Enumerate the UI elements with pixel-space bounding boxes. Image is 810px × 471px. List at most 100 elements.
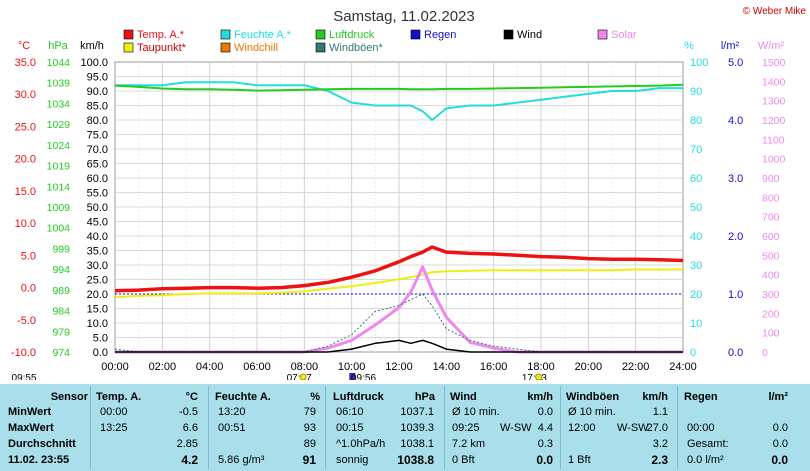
sun-marker-label: 09:55 xyxy=(11,373,36,380)
stats-value: 3.2 xyxy=(652,438,668,450)
stats-row-label: 11.02. 23:55 xyxy=(8,454,70,466)
y-tick-label: 1039 xyxy=(47,78,71,90)
y-tick-label: 95.0 xyxy=(87,72,108,84)
x-tick-label: 08:00 xyxy=(291,361,319,373)
stats-cell: 12:00 xyxy=(568,422,596,434)
legend-label: Regen xyxy=(424,29,456,41)
stats-cell: Gesamt: xyxy=(687,438,729,450)
series-line xyxy=(114,245,684,293)
y-tick-label: 10.0 xyxy=(15,218,36,230)
y-tick-label: 0.0 xyxy=(21,283,36,295)
stats-cell: 13:20 xyxy=(218,406,246,418)
stats-value: 0.0 xyxy=(772,422,788,434)
solar-noon-icon xyxy=(349,373,356,380)
y-tick-label: 984 xyxy=(52,306,70,318)
y-tick-label: 5.0 xyxy=(21,250,36,262)
y-tick-label: 55.0 xyxy=(87,188,108,200)
axis-unit: hPa xyxy=(48,40,68,52)
stats-value: 91 xyxy=(302,453,316,467)
y-tick-label: 999 xyxy=(52,243,70,255)
y-tick-label: 85.0 xyxy=(87,101,108,113)
stats-row-label: MinWert xyxy=(8,406,52,418)
y-tick-label: 35.0 xyxy=(15,57,36,69)
series-line xyxy=(115,339,683,353)
y-tick-label: 1400 xyxy=(762,76,786,88)
stats-value: 6.6 xyxy=(182,422,198,434)
stats-separator xyxy=(90,386,91,469)
stats-header: Feuchte A. xyxy=(215,391,271,403)
legend-label: Windchill xyxy=(234,42,278,54)
legend-label: Windböen* xyxy=(329,42,384,54)
y-tick-label: 500 xyxy=(762,250,780,262)
y-tick-label: 3.0 xyxy=(728,173,743,185)
y-tick-label: -5.0 xyxy=(17,315,36,327)
y-tick-label: 400 xyxy=(762,270,780,282)
legend-label: Solar xyxy=(611,29,637,41)
y-tick-label: 1000 xyxy=(762,154,786,166)
legend-swatch xyxy=(315,29,326,40)
y-tick-label: 70.0 xyxy=(87,144,108,156)
y-axis-ticks: 35.0 30.0 25.0 20.0 15.0 10.0 5.0 0.0 -5.0 -10.0 1… xyxy=(11,57,786,359)
axis-unit: °C xyxy=(18,40,30,52)
y-tick-label: 5.0 xyxy=(728,57,743,69)
stats-header: °C xyxy=(185,391,198,403)
stats-value: 0.3 xyxy=(537,438,553,450)
stats-cell: 00:15 xyxy=(336,422,364,434)
stats-value: 89 xyxy=(303,438,316,450)
y-tick-label: 0 xyxy=(762,347,768,359)
y-tick-label: 900 xyxy=(762,173,780,185)
stats-cell: sonnig xyxy=(336,454,369,466)
y-tick-label: 1024 xyxy=(47,140,71,152)
legend-swatch xyxy=(597,29,608,40)
stats-value: 2.3 xyxy=(651,453,668,467)
y-tick-label: 10 xyxy=(690,318,702,330)
x-tick-label: 24:00 xyxy=(669,361,697,373)
axis-units: °C hPa km/h% l/m² W/m² xyxy=(18,40,785,52)
y-tick-label: 1014 xyxy=(47,181,71,193)
legend-swatch xyxy=(315,42,326,53)
x-tick-label: 20:00 xyxy=(575,361,603,373)
series-line xyxy=(114,83,684,92)
y-tick-label: 50 xyxy=(690,202,702,214)
axis-unit: % xyxy=(684,40,694,52)
stats-value: 0.0 xyxy=(771,453,788,467)
legend-swatch xyxy=(123,29,134,40)
stats-cell: 7.2 km xyxy=(452,438,486,450)
stats-header: Luftdruck xyxy=(333,391,384,403)
sunset-icon xyxy=(535,373,543,380)
stats-cell: W-SW xyxy=(617,422,649,434)
stats-separator xyxy=(444,386,445,469)
y-tick-label: 70 xyxy=(690,144,702,156)
y-tick-label: 80.0 xyxy=(87,115,108,127)
stats-separator xyxy=(325,386,326,469)
stats-header: Windböen xyxy=(566,391,620,403)
y-tick-label: 35.0 xyxy=(87,246,108,258)
y-tick-label: 100.0 xyxy=(80,57,108,69)
stats-cell: 00:00 xyxy=(100,406,128,418)
y-tick-label: 10.0 xyxy=(87,318,108,330)
stats-cell: 5.86 g/m³ xyxy=(218,454,265,466)
y-tick-label: 25.0 xyxy=(87,275,108,287)
y-tick-label: 974 xyxy=(52,347,70,359)
y-tick-label: 0.0 xyxy=(93,347,108,359)
y-tick-label: 60 xyxy=(690,173,702,185)
stats-header: % xyxy=(310,391,320,403)
stats-value: 1038.1 xyxy=(400,438,434,450)
legend-swatch xyxy=(220,29,231,40)
legend-label: Wind xyxy=(517,29,542,41)
stats-header: Regen xyxy=(684,391,718,403)
legend-swatch xyxy=(123,42,134,53)
y-tick-label: 50.0 xyxy=(87,202,108,214)
stats-cell: 09:25 xyxy=(452,422,480,434)
y-tick-label: 30.0 xyxy=(87,260,108,272)
y-tick-label: 1100 xyxy=(762,134,785,146)
y-tick-label: 700 xyxy=(762,212,780,224)
y-tick-label: 100 xyxy=(762,328,780,340)
stats-value: 1037.1 xyxy=(400,406,434,418)
chart-series xyxy=(114,81,684,354)
stats-cell: 00:51 xyxy=(218,422,246,434)
series-line xyxy=(114,268,683,299)
stats-cell: 13:25 xyxy=(100,422,128,434)
y-tick-label: 80 xyxy=(690,115,702,127)
y-tick-label: 40.0 xyxy=(87,231,108,243)
